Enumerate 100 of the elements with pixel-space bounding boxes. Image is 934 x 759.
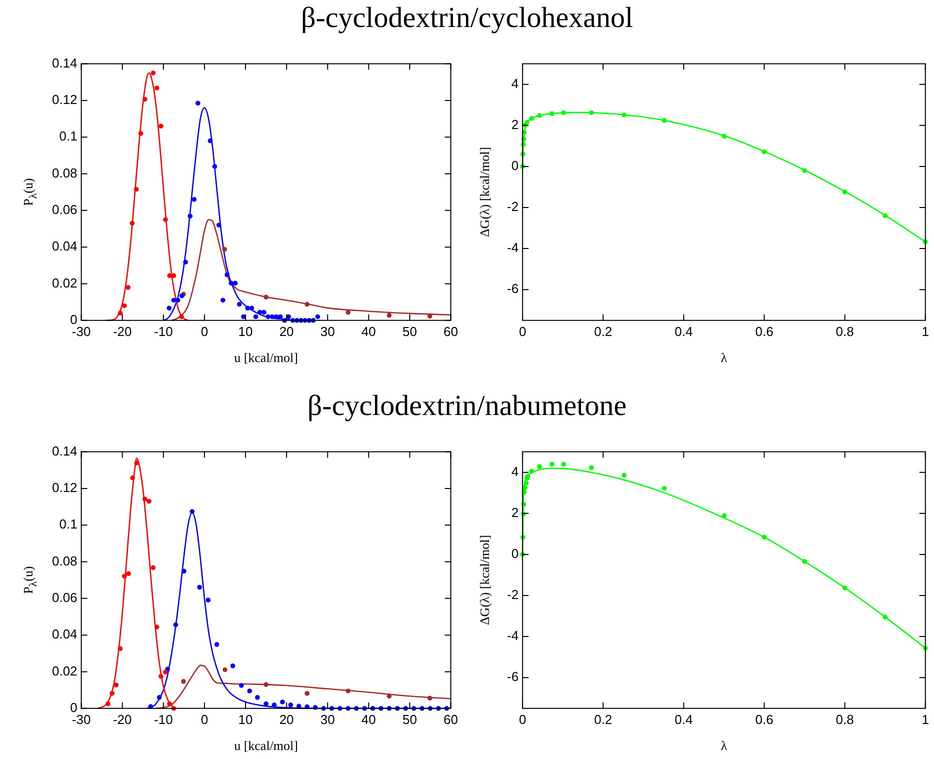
point (622, 112, 626, 118)
x-tick-label: -20 (112, 712, 132, 727)
point (122, 574, 127, 579)
point (192, 197, 197, 202)
point (239, 683, 244, 688)
x-tick-label: 40 (361, 712, 376, 727)
point (228, 280, 234, 286)
line-series (154, 664, 452, 710)
point (304, 302, 310, 307)
point (253, 314, 258, 320)
point (154, 624, 160, 630)
x-tick-label: 30 (320, 324, 335, 339)
point (662, 486, 667, 491)
y-axis-title: ΔG(λ) [kcal/mol] (477, 147, 493, 238)
x-tick-label: -10 (154, 324, 173, 339)
point (589, 110, 594, 116)
point (722, 134, 727, 139)
y-tick-label: 4 (511, 464, 519, 479)
point (882, 213, 888, 218)
x-tick-label: 0.6 (755, 324, 774, 339)
point (722, 513, 727, 518)
point (550, 462, 554, 467)
point (264, 294, 268, 300)
point (561, 462, 566, 467)
x-tick-label: 0.8 (836, 712, 854, 727)
point (130, 475, 136, 480)
x-tick-label: 1 (922, 324, 929, 339)
point (156, 695, 162, 700)
point (142, 496, 148, 502)
point (230, 663, 236, 668)
point (167, 701, 172, 706)
y-tick-label: 0.1 (59, 128, 78, 144)
point (208, 138, 213, 144)
point (280, 700, 285, 704)
y-tick-label: 4 (511, 76, 519, 91)
x-tick-label: 40 (361, 324, 376, 339)
y-tick-label: 0.08 (52, 165, 78, 180)
point (524, 480, 529, 486)
point (882, 614, 888, 620)
x-tick-label: 0.2 (594, 712, 612, 727)
point (163, 217, 168, 222)
x-tick-label: 0.2 (594, 324, 612, 339)
x-tick-label: 10 (238, 324, 253, 339)
point (247, 688, 252, 694)
point (264, 701, 268, 706)
point (126, 285, 130, 290)
y-tick-label: 0.14 (52, 443, 78, 458)
point (150, 565, 156, 570)
y-tick-label: -6 (506, 281, 519, 296)
point (110, 690, 114, 696)
point (622, 472, 626, 478)
y-tick-label: 2 (511, 504, 519, 520)
point (154, 86, 160, 90)
y-tick-label: 0.04 (52, 626, 78, 642)
point (166, 306, 172, 311)
y-tick-label: -6 (506, 669, 519, 684)
x-tick-label: 60 (444, 712, 458, 727)
point (529, 116, 534, 121)
point (236, 302, 242, 307)
point (245, 306, 250, 311)
point (150, 70, 156, 76)
x-tick-label: 0.4 (674, 712, 693, 727)
y-tick-label: -4 (506, 240, 519, 256)
x-tick-label: 1 (922, 712, 929, 727)
point (255, 695, 260, 700)
point (134, 460, 140, 466)
point (288, 702, 294, 708)
point (106, 701, 110, 706)
point (220, 298, 226, 303)
point (158, 124, 164, 129)
point (138, 131, 144, 136)
point (195, 100, 200, 106)
x-tick-label: 30 (320, 712, 335, 727)
point (142, 96, 148, 102)
y-tick-label: 0 (511, 546, 519, 562)
line-series (105, 72, 189, 322)
y-tick-label: 2 (511, 116, 519, 132)
x-tick-label: 0.6 (755, 712, 774, 727)
x-tick-label: 0 (200, 712, 208, 727)
x-tick-label: 50 (402, 712, 417, 727)
point (537, 464, 542, 469)
point (183, 260, 188, 265)
point (188, 214, 192, 219)
point (386, 694, 392, 699)
y-tick-label: -2 (506, 587, 519, 602)
point (522, 485, 528, 490)
point (130, 220, 135, 226)
point (762, 149, 767, 154)
x-axis-title: u [kcal/mol] (234, 738, 298, 754)
point (802, 168, 807, 173)
x-tick-label: 60 (444, 324, 458, 339)
x-tick-label: -20 (112, 324, 132, 339)
point (427, 696, 432, 701)
x-tick-label: 20 (279, 324, 294, 339)
point (118, 646, 123, 652)
point (222, 667, 228, 672)
point (386, 312, 392, 318)
point (304, 690, 310, 696)
point (182, 568, 186, 574)
point (126, 571, 131, 576)
